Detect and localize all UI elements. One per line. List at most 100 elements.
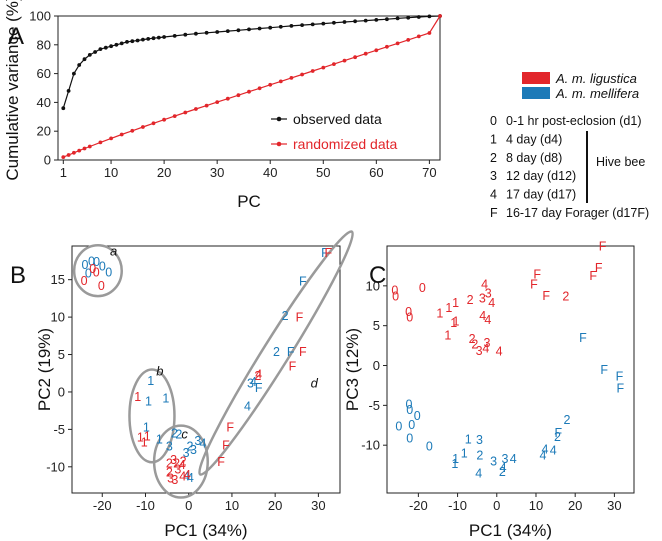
scatter-point-ligustica: 2 — [173, 457, 180, 471]
scatter-point-mellifera: 4 — [475, 467, 482, 481]
data-point-observed — [135, 38, 140, 43]
scatter-point-ligustica: 1 — [436, 306, 443, 320]
scatter-point-mellifera: 2 — [564, 413, 571, 427]
panel-c-y-tick-label: 10 — [366, 278, 380, 293]
cluster-ellipse-d — [198, 230, 354, 476]
scatter-point-mellifera: F — [579, 331, 587, 345]
data-point-observed — [406, 15, 411, 20]
data-point-observed — [321, 21, 326, 26]
scatter-point-ligustica: 0 — [98, 279, 105, 293]
data-point-observed — [236, 28, 241, 33]
scatter-point-ligustica: 0 — [419, 281, 426, 295]
panel-a-y-axis-label: Cumulative variance (%) — [3, 0, 22, 181]
scatter-point-mellifera: 4 — [542, 443, 549, 457]
scatter-point-ligustica: F — [226, 421, 234, 435]
scatter-point-ligustica: 0 — [392, 290, 399, 304]
data-point-observed — [146, 37, 151, 41]
scatter-point-mellifera: 4 — [183, 469, 190, 483]
data-point-observed — [119, 41, 124, 46]
scatter-point-ligustica: 2 — [166, 457, 173, 471]
data-point-randomized — [247, 89, 251, 94]
data-point-randomized — [183, 110, 188, 115]
scatter-point-ligustica: 1 — [452, 296, 459, 310]
scatter-point-ligustica: 4 — [179, 469, 186, 483]
data-point-observed — [363, 18, 368, 23]
data-point-observed — [103, 45, 108, 50]
scatter-point-mellifera: 1 — [162, 391, 169, 405]
data-point-randomized — [353, 55, 357, 60]
panel-c-y-tick-label: -10 — [361, 438, 380, 453]
panel-a-y-tick-label: 80 — [37, 37, 51, 52]
scatter-point-ligustica: 0 — [391, 283, 398, 297]
scatter-point-ligustica: 2 — [467, 293, 474, 307]
data-point-randomized — [427, 31, 432, 35]
data-point-observed — [183, 32, 188, 37]
scatter-point-ligustica: 3 — [174, 463, 181, 477]
panel-a-y-tick-label: 20 — [37, 124, 51, 139]
scatter-point-mellifera: 3 — [194, 434, 201, 448]
legend-stage-text: 0-1 hr post-eclosion (d1) — [506, 114, 641, 128]
data-point-observed — [342, 20, 347, 24]
panel-c-x-tick-label: -20 — [409, 498, 428, 513]
scatter-point-mellifera: 1 — [451, 457, 458, 471]
scatter-point-ligustica: 3 — [476, 344, 483, 358]
data-point-randomized — [141, 125, 145, 129]
data-point-observed — [141, 37, 145, 42]
scatter-point-mellifera: 3 — [190, 443, 197, 457]
scatter-point-ligustica: F — [324, 246, 332, 260]
scatter-point-ligustica: 4 — [481, 278, 488, 292]
panel-b-x-axis-label: PC1 (34%) — [164, 521, 247, 540]
scatter-point-mellifera: F — [299, 275, 307, 289]
data-point-observed — [125, 40, 129, 44]
data-point-randomized — [225, 96, 230, 101]
series-line-observed — [62, 15, 441, 109]
data-point-randomized — [77, 148, 82, 153]
scatter-point-mellifera: 2 — [499, 465, 506, 479]
data-point-randomized — [321, 65, 326, 70]
panel-c-x-tick-label: 30 — [607, 498, 621, 513]
data-point-randomized — [385, 44, 389, 49]
scatter-point-ligustica: 3 — [170, 453, 177, 467]
scatter-point-mellifera: F — [554, 426, 562, 440]
scatter-point-ligustica: F — [533, 267, 541, 281]
legend-stage-code: 4 — [490, 188, 497, 202]
data-point-randomized — [363, 51, 368, 56]
scatter-point-ligustica: 0 — [93, 266, 100, 280]
data-point-randomized — [151, 121, 156, 126]
legend-label-randomized: randomized data — [293, 136, 398, 152]
panel-c-y-axis-label: PC3 (12%) — [343, 328, 362, 411]
panel-a-x-tick-label: 1 — [60, 165, 67, 180]
data-point-observed — [427, 14, 432, 19]
panel-a-panel-label: A — [8, 23, 24, 50]
scatter-point-mellifera: 4 — [500, 461, 507, 475]
scatter-point-ligustica: F — [222, 439, 230, 453]
scatter-point-ligustica: F — [530, 278, 538, 292]
legend-species-mellifera: A. m. mellifera — [555, 86, 639, 101]
scatter-point-mellifera: 2 — [282, 309, 289, 323]
panel-c-plot-frame — [386, 245, 635, 494]
panel-a-plot-frame — [57, 15, 441, 161]
panel-a-x-tick-label: 20 — [157, 165, 171, 180]
legend-stage-code: F — [490, 206, 498, 220]
cluster-ellipse-c — [152, 424, 209, 499]
scatter-point-ligustica: 4 — [184, 468, 191, 482]
panel-b-y-tick-label: 15 — [51, 272, 65, 287]
panel-b-y-tick-label: 0 — [58, 384, 65, 399]
scatter-point-mellifera: 4 — [244, 400, 251, 414]
panel-b-y-tick-label: -5 — [53, 422, 65, 437]
data-point-observed — [109, 44, 113, 49]
legend-species-ligustica: A. m. ligustica — [555, 71, 637, 86]
scatter-point-mellifera: 1 — [143, 421, 150, 435]
data-point-observed — [72, 71, 76, 76]
data-point-randomized — [416, 34, 421, 39]
legend-marker-observed — [276, 116, 282, 122]
scatter-point-mellifera: 0 — [395, 420, 402, 434]
data-point-randomized — [204, 103, 209, 108]
data-point-observed — [268, 25, 273, 30]
panel-c-x-tick-label: 20 — [568, 498, 582, 513]
scatter-point-mellifera: 2 — [554, 430, 561, 444]
scatter-point-mellifera: F — [321, 246, 329, 260]
panel-a-x-tick-label: 10 — [104, 165, 118, 180]
data-point-randomized — [438, 14, 442, 18]
scatter-point-ligustica: 4 — [179, 458, 186, 472]
